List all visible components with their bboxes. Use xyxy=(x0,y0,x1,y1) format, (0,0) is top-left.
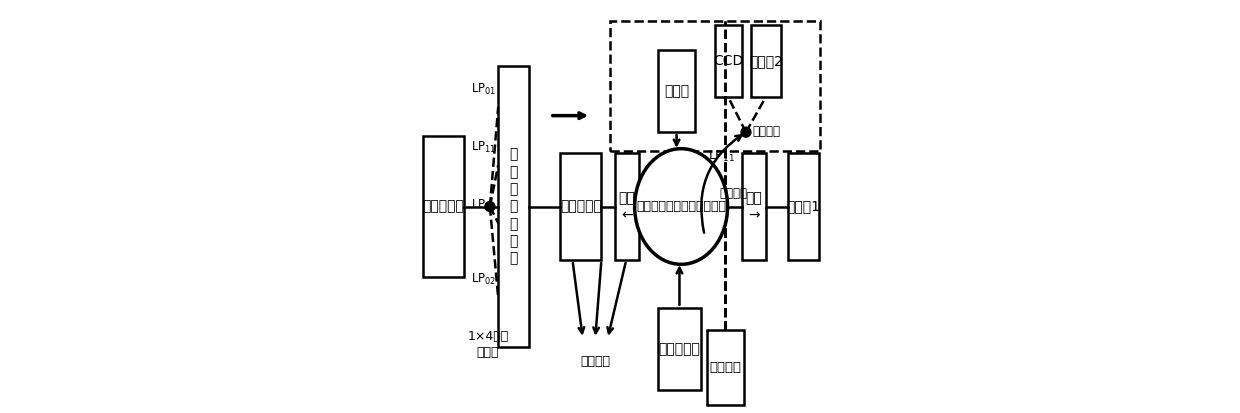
Text: 控制系统: 控制系统 xyxy=(709,361,742,374)
Text: 四模光纤: 四模光纤 xyxy=(719,188,748,200)
Text: LP$_{11}$: LP$_{11}$ xyxy=(471,140,496,155)
Text: 显微镜: 显微镜 xyxy=(663,84,689,98)
Text: 两模光纤: 两模光纤 xyxy=(753,126,781,138)
Circle shape xyxy=(742,127,751,137)
Text: 模式旋转器: 模式旋转器 xyxy=(559,199,601,214)
FancyBboxPatch shape xyxy=(560,153,601,260)
FancyBboxPatch shape xyxy=(787,153,818,260)
Text: 功率计1: 功率计1 xyxy=(786,199,820,214)
Text: 1×4单模
光开关: 1×4单模 光开关 xyxy=(467,330,508,359)
FancyBboxPatch shape xyxy=(707,330,744,405)
Text: 四
模
模
式
复
用
器: 四 模 模 式 复 用 器 xyxy=(510,147,518,266)
Text: LP$_{02}$: LP$_{02}$ xyxy=(471,272,496,287)
Text: CCD: CCD xyxy=(713,54,744,68)
Text: LP$_{11}$: LP$_{11}$ xyxy=(708,150,734,164)
Text: 拉台
→: 拉台 → xyxy=(745,191,763,222)
Text: LP$_{21}$: LP$_{21}$ xyxy=(471,197,496,213)
Text: 氢氧焰火头: 氢氧焰火头 xyxy=(658,342,701,356)
Text: LP$_{01}$: LP$_{01}$ xyxy=(471,82,496,97)
Text: 连续激光器: 连续激光器 xyxy=(423,199,464,214)
FancyBboxPatch shape xyxy=(423,136,464,277)
FancyBboxPatch shape xyxy=(715,25,742,97)
Text: 四模光纤: 四模光纤 xyxy=(580,355,610,368)
FancyBboxPatch shape xyxy=(615,153,639,260)
FancyBboxPatch shape xyxy=(498,66,529,347)
FancyBboxPatch shape xyxy=(742,153,766,260)
FancyBboxPatch shape xyxy=(658,50,696,132)
Text: 功率计2: 功率计2 xyxy=(749,54,782,68)
Ellipse shape xyxy=(635,149,728,264)
FancyBboxPatch shape xyxy=(750,25,781,97)
Circle shape xyxy=(485,202,495,211)
Text: 拉台
←: 拉台 ← xyxy=(619,191,635,222)
Text: 简并模式组解复用器耦合区: 简并模式组解复用器耦合区 xyxy=(636,200,727,213)
FancyBboxPatch shape xyxy=(658,308,702,390)
